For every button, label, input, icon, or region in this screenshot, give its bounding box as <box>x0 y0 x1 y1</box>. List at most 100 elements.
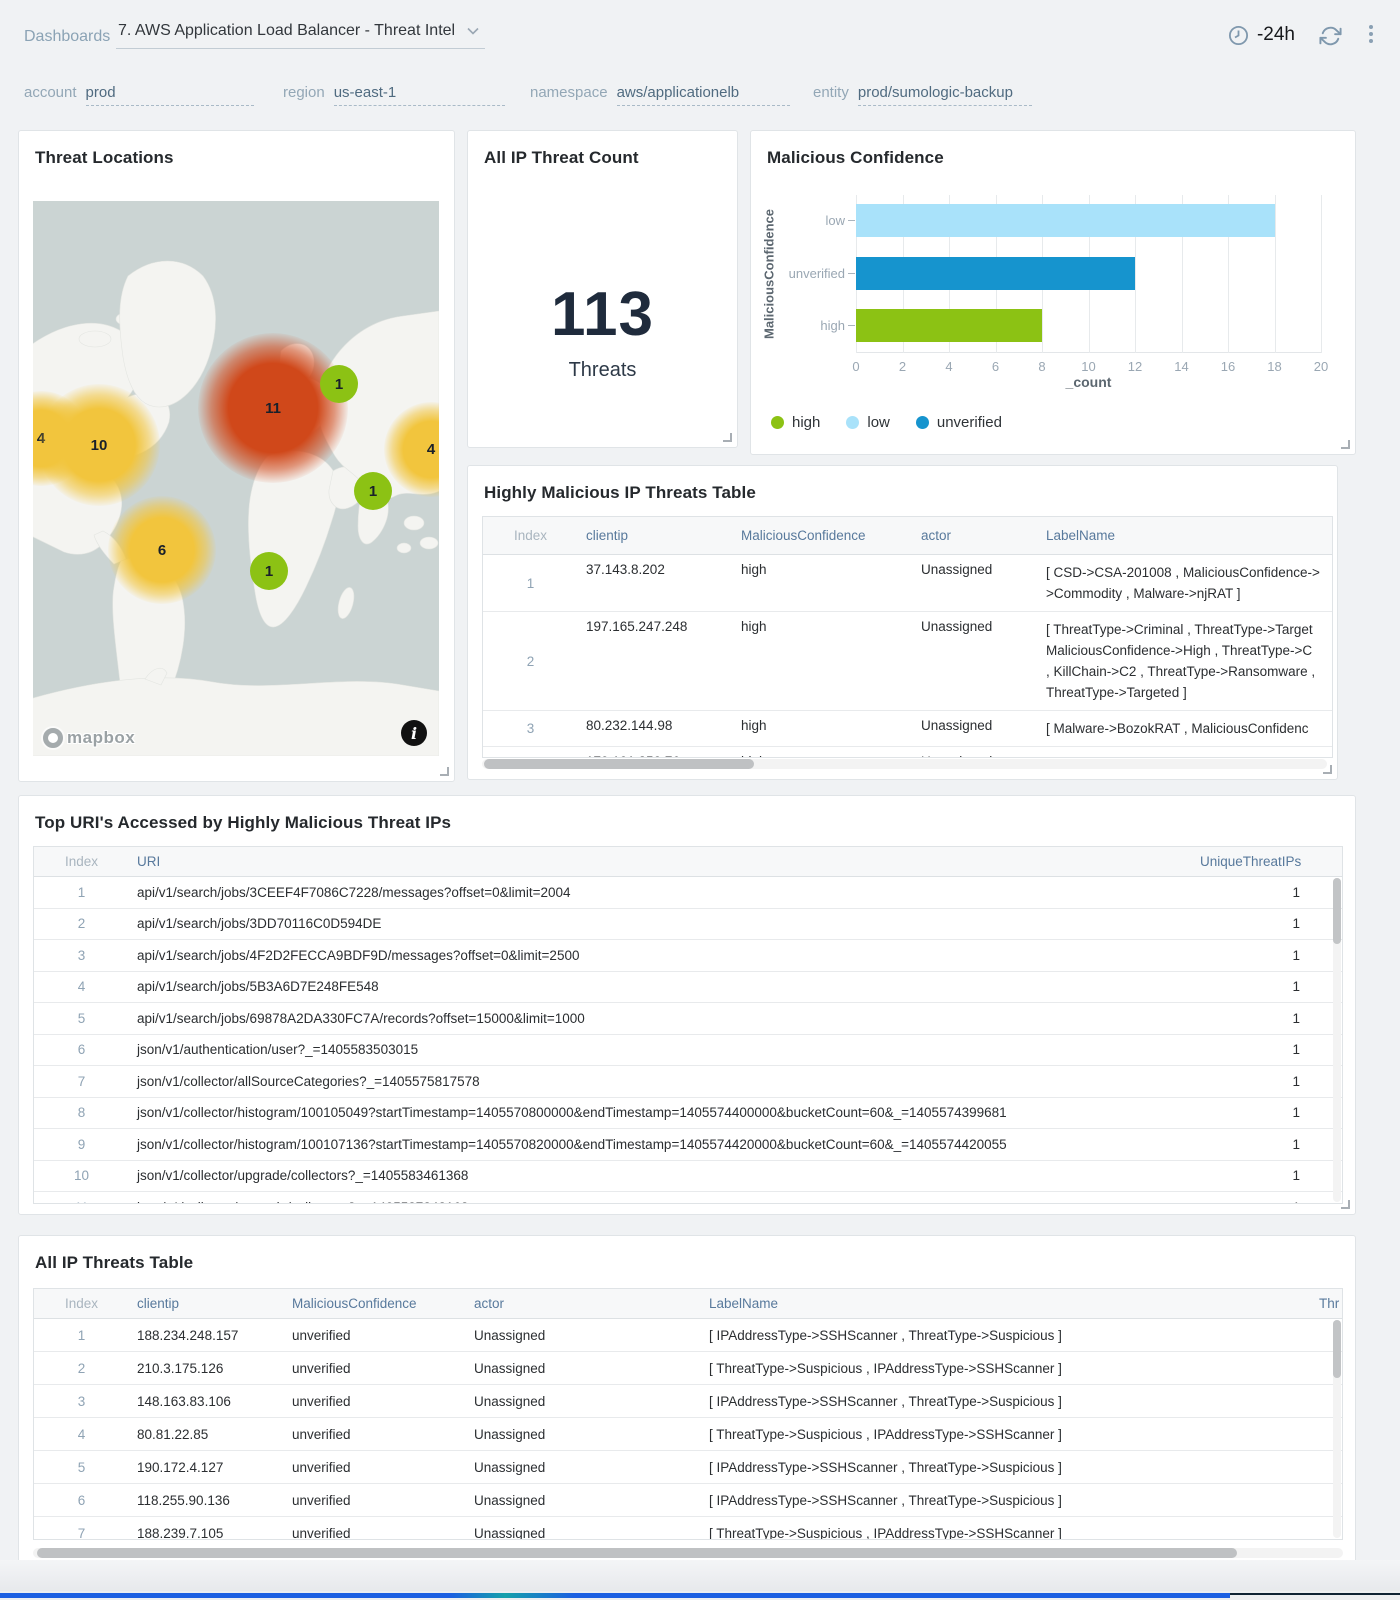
filter-value-input[interactable]: prod <box>85 84 254 106</box>
time-range-button[interactable]: -24h <box>1228 24 1295 46</box>
table-row[interactable]: 2 210.3.175.126 unverified Unassigned [ Thre… <box>34 1352 1342 1385</box>
bar-unverified[interactable] <box>856 257 1135 290</box>
table-row[interactable]: 3 80.232.144.98 high Unassigned [ Malware->B… <box>483 711 1332 747</box>
dashboard-title-dropdown[interactable]: 7. AWS Application Load Balancer - Threa… <box>116 22 486 49</box>
legend-dot <box>846 416 860 429</box>
table-row[interactable]: 1 37.143.8.202 high Unassigned [ CSD->CSA-20… <box>483 555 1332 612</box>
panel-malicious-confidence: Malicious Confidence MaliciousConfidence… <box>750 130 1356 455</box>
table-row[interactable]: 4 api/v1/search/jobs/5B3A6D7E248FE548 1 <box>34 971 1342 1003</box>
legend-label: low <box>867 414 890 431</box>
map-bubble[interactable]: 6 <box>108 496 216 604</box>
column-header-UniqueThreatIPs[interactable]: UniqueThreatIPs <box>1200 854 1302 869</box>
table-row[interactable]: 2 api/v1/search/jobs/3DD70116C0D594DE 1 <box>34 908 1342 940</box>
column-header-clientip[interactable]: clientip <box>137 1296 180 1311</box>
table-row[interactable]: 7 188.239.7.105 unverified Unassigned [ Thre… <box>34 1517 1342 1540</box>
cell-confidence: high <box>741 562 767 577</box>
table-row[interactable]: 11json/v1/collector/upgrade/collectors?_… <box>34 1192 1342 1203</box>
table-row[interactable]: 4 80.81.22.85 unverified Unassigned [ Threat… <box>34 1418 1342 1451</box>
table-row[interactable]: 4179.191.250.76highUnassigned[ CSD->CSA-… <box>483 747 1332 757</box>
cell-count: 1 <box>1292 1010 1300 1026</box>
map-bubble[interactable]: 1 <box>250 552 288 590</box>
table-row[interactable]: 2 197.165.247.248 high Unassigned [ ThreatTy… <box>483 612 1332 711</box>
legend-item-unverified[interactable]: unverified <box>915 414 1002 431</box>
filter-value-input[interactable]: aws/applicationelb <box>616 84 790 106</box>
column-header-LabelName[interactable]: LabelName <box>709 1296 779 1311</box>
map-bubble[interactable]: 11 <box>198 333 348 483</box>
mapbox-logo[interactable]: mapbox <box>43 728 135 748</box>
cell-actor: Unassigned <box>474 1426 546 1442</box>
bar-low[interactable] <box>856 204 1275 237</box>
table-row[interactable]: 5 api/v1/search/jobs/69878A2DA330FC7A/rec… <box>34 1003 1342 1035</box>
panel-title: All IP Threats Table <box>35 1253 194 1272</box>
legend-item-high[interactable]: high <box>771 414 820 431</box>
table-row[interactable]: 8 json/v1/collector/histogram/100105049?s… <box>34 1097 1342 1129</box>
info-icon[interactable]: i <box>401 720 427 746</box>
gridline <box>1321 195 1322 353</box>
bar-high[interactable] <box>856 309 1042 342</box>
loading-bar-progress <box>0 1593 1230 1598</box>
cell-count: 1 <box>1292 1042 1300 1058</box>
cell-index: 3 <box>77 1393 86 1409</box>
filter-label: region <box>283 84 325 101</box>
filter-account: account prod <box>24 84 254 106</box>
table-row[interactable]: 6 json/v1/authentication/user?_=140558350… <box>34 1034 1342 1066</box>
table-row[interactable]: 10 json/v1/collector/upgrade/collectors?_… <box>34 1160 1342 1192</box>
column-header-MaliciousConfidence[interactable]: MaliciousConfidence <box>292 1296 417 1311</box>
filter-value-input[interactable]: prod/sumologic-backup <box>857 84 1032 106</box>
cell-confidence: unverified <box>292 1459 351 1475</box>
cell-label: [ IPAddressType->SSHScanner , ThreatType… <box>709 1327 1062 1343</box>
table-row[interactable]: 6 118.255.90.136 unverified Unassigned [ IPA… <box>34 1484 1342 1517</box>
kebab-icon[interactable] <box>1362 24 1380 44</box>
column-header-LabelName[interactable]: LabelName <box>1046 528 1116 543</box>
table-row[interactable]: 7 json/v1/collector/allSourceCategories?_… <box>34 1066 1342 1098</box>
column-header-actor[interactable]: actor <box>921 528 952 543</box>
panel-title: Top URI's Accessed by Highly Malicious T… <box>35 813 452 832</box>
gridline <box>1274 195 1276 353</box>
cell-count: 1 <box>1292 947 1300 963</box>
cell-uri: api/v1/search/jobs/3CEEF4F7086C7228/mess… <box>137 884 571 900</box>
bubble-count: 11 <box>265 399 281 417</box>
scrollbar-thumb[interactable] <box>484 759 754 769</box>
column-header-Index[interactable]: Index <box>64 1296 99 1311</box>
cell-count: 1 <box>1292 1168 1300 1184</box>
cell-actor: Unassigned <box>474 1525 546 1540</box>
column-header-MaliciousConfidence[interactable]: MaliciousConfidence <box>741 528 866 543</box>
table-row[interactable]: 9 json/v1/collector/histogram/100107136?s… <box>34 1129 1342 1161</box>
filter-value-input[interactable]: us-east-1 <box>333 84 505 106</box>
x-tick-label: 18 <box>1267 359 1282 374</box>
refresh-button[interactable] <box>1319 25 1342 52</box>
table-row[interactable]: 5 190.172.4.127 unverified Unassigned [ IPAd… <box>34 1451 1342 1484</box>
cell-confidence: unverified <box>292 1393 351 1409</box>
time-range-value: -24h <box>1256 24 1295 45</box>
threat-count-value: 113 <box>550 280 655 349</box>
column-header-Index[interactable]: Index <box>64 854 99 869</box>
table-row[interactable]: 3 148.163.83.106 unverified Unassigned [ IPA… <box>34 1385 1342 1418</box>
table-row[interactable]: 1 188.234.248.157 unverified Unassigned [ IP… <box>34 1319 1342 1352</box>
panel-title: Threat Locations <box>35 148 174 167</box>
map-bubble[interactable]: 1 <box>354 472 392 510</box>
column-header-actor[interactable]: actor <box>474 1296 505 1311</box>
scrollbar-thumb[interactable] <box>37 1548 1237 1558</box>
breadcrumb[interactable]: Dashboards <box>24 28 111 45</box>
table-row[interactable]: 3 api/v1/search/jobs/4F2D2FECCA9BDF9D/mes… <box>34 940 1342 972</box>
column-header-clientip[interactable]: clientip <box>586 528 629 543</box>
column-header-Index[interactable]: Index <box>513 528 548 543</box>
cell-clientip: 80.81.22.85 <box>137 1426 209 1442</box>
table-row[interactable]: 1 api/v1/search/jobs/3CEEF4F7086C7228/mes… <box>34 877 1342 909</box>
legend-item-low[interactable]: low <box>846 414 890 431</box>
loading-bar-track <box>1230 1593 1400 1595</box>
map-bubble[interactable]: 1 <box>320 365 358 403</box>
cell-index: 3 <box>526 721 535 736</box>
scrollbar-thumb[interactable] <box>1333 1320 1341 1378</box>
cell-index: 6 <box>77 1492 86 1508</box>
threat-map[interactable]: 4101114161 mapbox i <box>33 201 439 756</box>
map-bubble[interactable]: 10 <box>38 384 160 506</box>
panel-threat-locations: Threat Locations <box>18 130 455 782</box>
legend-label: high <box>792 414 821 431</box>
column-header-Thr[interactable]: Thr <box>1319 1296 1340 1311</box>
cell-uri: json/v1/collector/histogram/100107136?st… <box>137 1136 1007 1152</box>
scrollbar-thumb[interactable] <box>1333 878 1341 944</box>
cell-index: 4 <box>77 979 86 995</box>
filter-label: entity <box>813 84 849 101</box>
column-header-URI[interactable]: URI <box>137 854 161 869</box>
